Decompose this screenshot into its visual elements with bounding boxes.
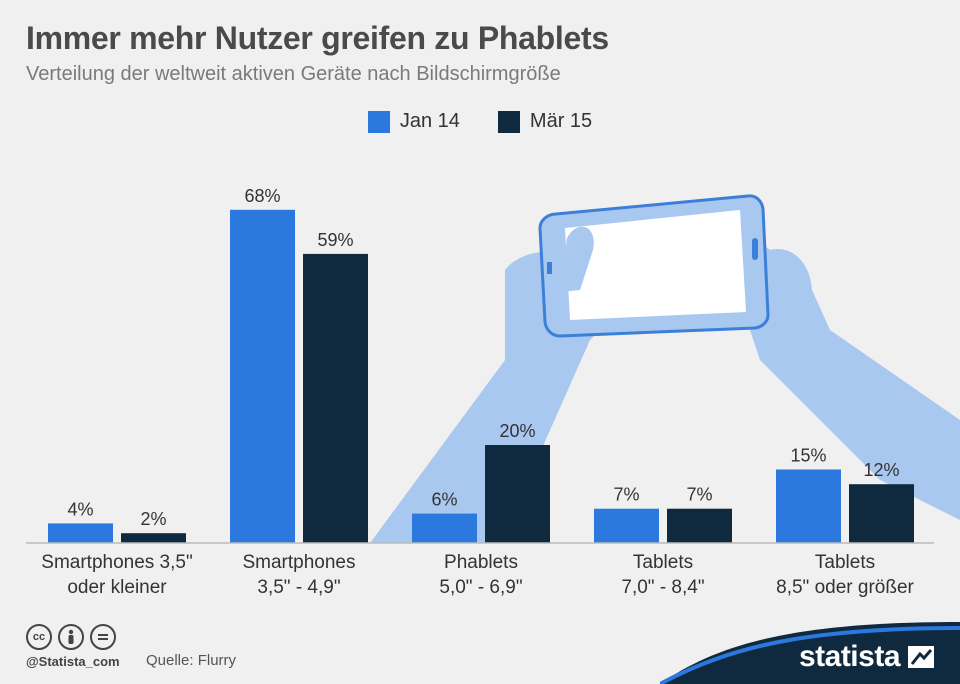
chart-title: Immer mehr Nutzer greifen zu Phablets: [26, 20, 609, 56]
value-label-mar15-3: 7%: [686, 485, 712, 505]
bar-jan14-2: [412, 513, 477, 543]
category-label-3-line-0: Tablets: [633, 552, 693, 573]
legend: Jan 14 Mär 15: [0, 110, 960, 133]
nd-icon: [90, 624, 116, 650]
value-label-jan14-2: 6%: [431, 490, 457, 510]
legend-swatch-mar15: [497, 110, 520, 133]
chart-subtitle: Verteilung der weltweit aktiven Geräte n…: [26, 63, 561, 85]
value-label-jan14-4: 15%: [790, 446, 826, 466]
bar-mar15-1: [303, 253, 368, 543]
phone-illustration: [538, 194, 770, 338]
bar-mar15-0: [121, 533, 186, 543]
bar-mar15-3: [667, 508, 732, 543]
category-label-2-line-1: 5,0" - 6,9": [439, 577, 522, 598]
bar-jan14-4: [776, 469, 841, 543]
value-label-mar15-0: 2%: [140, 509, 166, 529]
footer-license: cc @Statista_com: [26, 624, 120, 669]
brand-wave: [660, 622, 960, 684]
value-label-mar15-2: 20%: [499, 421, 535, 441]
by-icon: [58, 624, 84, 650]
statista-logo-icon: [908, 646, 934, 668]
phone-screen: [565, 210, 746, 320]
source-note: Quelle: Flurry: [146, 652, 237, 669]
legend-item-jan14: Jan 14: [367, 110, 460, 133]
category-label-0-line-0: Smartphones 3,5": [41, 552, 192, 573]
category-label-3-line-1: 7,0" - 8,4": [621, 577, 704, 598]
category-label-1-line-1: 3,5" - 4,9": [257, 577, 340, 598]
statista-handle: @Statista_com: [26, 654, 120, 669]
value-label-jan14-3: 7%: [613, 485, 639, 505]
legend-swatch-jan14: [367, 110, 390, 133]
cc-icon: cc: [26, 624, 52, 650]
category-label-2-line-0: Phablets: [444, 552, 518, 573]
phone-side-light: [547, 262, 552, 274]
category-label-1-line-0: Smartphones: [242, 552, 355, 573]
category-label-0-line-1: oder kleiner: [67, 577, 167, 598]
bar-jan14-1: [230, 209, 295, 544]
value-label-mar15-1: 59%: [317, 230, 353, 250]
value-label-mar15-4: 12%: [863, 460, 899, 480]
legend-label-mar15: Mär 15: [529, 110, 593, 132]
legend-item-mar15: Mär 15: [497, 110, 593, 133]
bar-mar15-4: [849, 484, 914, 543]
legend-label-jan14: Jan 14: [399, 110, 460, 132]
value-label-jan14-0: 4%: [67, 499, 93, 519]
category-label-4-line-0: Tablets: [815, 552, 875, 573]
phone-button: [752, 238, 758, 260]
right-arm-shape: [714, 217, 960, 520]
bar-mar15-2: [485, 445, 550, 543]
bar-jan14-0: [48, 523, 113, 543]
value-label-jan14-1: 68%: [244, 186, 280, 206]
statista-logo-text: statista: [798, 640, 901, 673]
left-thumb-front: [560, 226, 594, 292]
category-label-4-line-1: 8,5" oder größer: [776, 577, 914, 598]
statista-brand: statista: [660, 622, 960, 684]
left-arm-shape: [370, 251, 600, 543]
bar-jan14-3: [594, 508, 659, 543]
